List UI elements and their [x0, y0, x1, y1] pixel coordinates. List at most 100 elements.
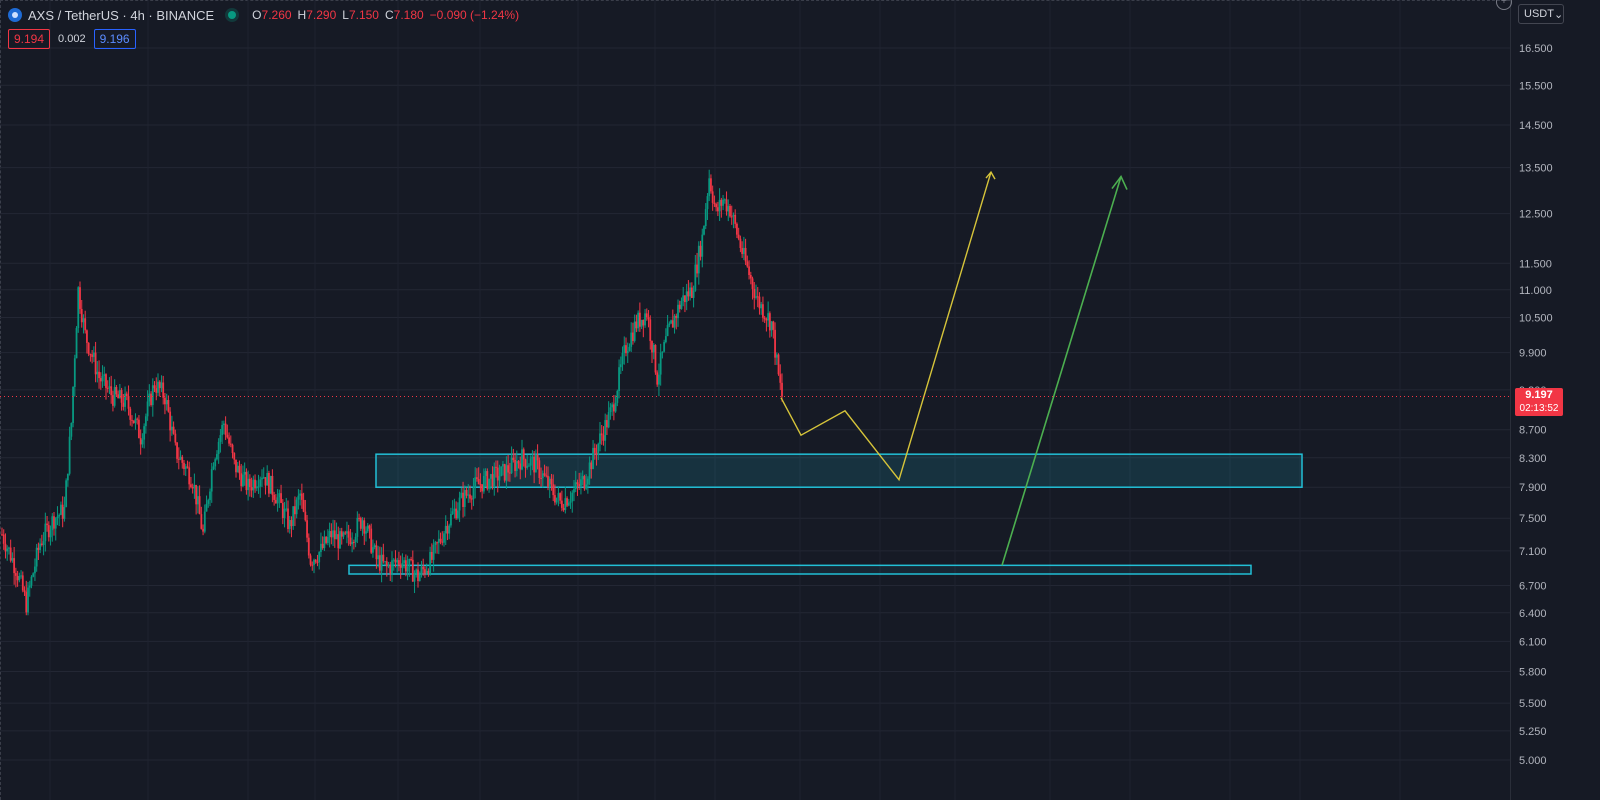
candle-body: [437, 538, 440, 544]
candle-body: [344, 532, 347, 534]
candle-body: [531, 456, 534, 459]
candle-body: [217, 441, 220, 455]
ohlc-close-value: 7.180: [393, 8, 424, 22]
candle-body: [470, 498, 473, 500]
candle-body: [108, 386, 111, 388]
price-tick-label: 7.500: [1519, 513, 1547, 525]
candle-body: [635, 321, 638, 329]
candle-body: [446, 525, 449, 534]
spread-value: 0.002: [58, 33, 86, 45]
candle-body: [697, 245, 700, 274]
candlestick-chart[interactable]: [0, 0, 1510, 800]
ask-price[interactable]: 9.196: [93, 29, 136, 49]
candle-body: [63, 506, 66, 519]
candle-body: [465, 490, 468, 496]
candle-body: [723, 199, 726, 201]
candle-body: [200, 514, 203, 529]
candle-body: [775, 354, 778, 358]
candle-body: [713, 202, 716, 205]
currency-selector[interactable]: USDT ⌄: [1518, 4, 1564, 24]
candle-body: [158, 381, 161, 389]
candle-body: [633, 321, 636, 341]
candle-body: [618, 367, 620, 391]
price-tick-label: 16.500: [1519, 43, 1553, 55]
candle-body: [443, 533, 445, 543]
candle-body: [732, 214, 735, 217]
candle-body: [668, 323, 671, 326]
candle-body: [548, 478, 551, 487]
candle-body: [489, 474, 492, 479]
candle-body: [571, 492, 574, 502]
candle-body: [666, 325, 669, 337]
candle-body: [529, 458, 532, 466]
candle-body: [768, 313, 771, 331]
candle-body: [252, 479, 255, 491]
candle-body: [290, 520, 293, 527]
candle-body: [285, 508, 288, 510]
candle-body: [203, 511, 206, 532]
candle-body: [493, 466, 496, 488]
bid-price[interactable]: 9.194: [8, 29, 51, 49]
candle-body: [406, 566, 409, 572]
price-tick-label: 5.500: [1519, 698, 1547, 710]
candle-body: [755, 296, 757, 298]
candle-body: [304, 511, 307, 521]
candle-body: [105, 374, 107, 388]
candle-body: [760, 304, 763, 309]
candle-body: [311, 564, 314, 566]
chart-pane[interactable]: [0, 0, 1510, 800]
candle-body: [202, 528, 204, 532]
candle-body: [332, 530, 334, 538]
candle-body: [240, 473, 243, 487]
green-projection-line: [1001, 176, 1122, 566]
candle-body: [363, 520, 366, 534]
price-tick-label: 11.000: [1519, 285, 1552, 297]
price-tick-label: 14.500: [1519, 120, 1553, 132]
candle-body: [61, 504, 64, 519]
candle-body: [221, 424, 224, 436]
candle-body: [432, 544, 435, 560]
candle-body: [588, 462, 591, 479]
candle-body: [160, 382, 163, 389]
candle-body: [42, 541, 45, 545]
candle-body: [89, 353, 92, 355]
symbol-title[interactable]: AXS / TetherUS · 4h · BINANCE: [28, 7, 215, 23]
candle-body: [358, 517, 360, 519]
candle-body: [521, 449, 523, 470]
axs-logo-icon: [8, 8, 22, 22]
candle-body: [96, 371, 99, 375]
price-tick-label: 5.000: [1519, 755, 1547, 767]
candle-body: [474, 477, 477, 488]
candle-body: [40, 543, 43, 545]
drawing-zones: [348, 453, 1303, 575]
candle-body: [703, 225, 705, 235]
candle-body: [292, 506, 295, 527]
candle-body: [44, 523, 47, 542]
candle-body: [164, 397, 166, 405]
candle-body: [718, 199, 721, 212]
chevron-down-icon: ⌄: [1553, 8, 1564, 21]
candle-body: [77, 287, 80, 329]
candle-body: [212, 466, 215, 470]
candle-body: [273, 494, 276, 500]
candle-body: [770, 321, 773, 331]
candle-body: [245, 471, 248, 491]
candle-body: [20, 575, 22, 577]
candle-body: [70, 422, 73, 437]
candle-body: [484, 471, 487, 476]
candle-body: [420, 566, 423, 575]
candle-body: [54, 518, 57, 529]
candle-body: [408, 558, 411, 567]
candle-body: [661, 351, 664, 353]
candle-body: [616, 390, 619, 403]
candle-body: [380, 554, 383, 571]
candle-body: [340, 531, 343, 537]
candle-body: [247, 478, 250, 491]
candle-body: [92, 352, 95, 357]
candle-body: [120, 390, 123, 403]
candle-body: [391, 560, 393, 574]
ohlc-change: −0.090 (−1.24%): [429, 8, 520, 22]
candle-body: [708, 178, 711, 197]
candle-body: [706, 196, 709, 210]
candle-body: [694, 264, 697, 291]
